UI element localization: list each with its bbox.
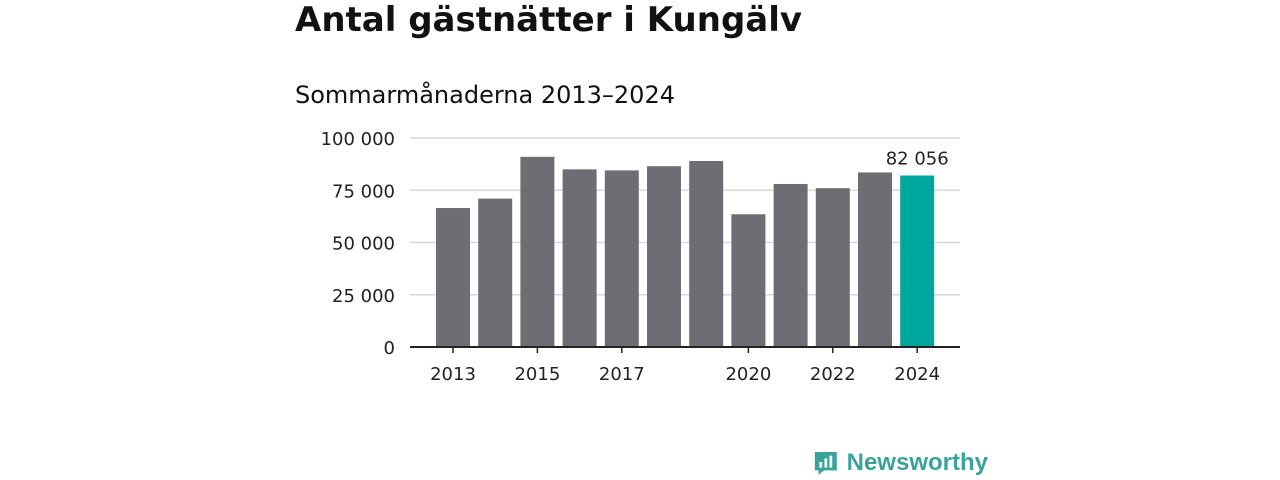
- x-tick-label: 2020: [725, 364, 771, 385]
- y-tick-label: 25 000: [332, 286, 395, 307]
- bar-2017: [604, 170, 639, 347]
- y-tick-label: 50 000: [332, 234, 395, 255]
- bar-2024: [900, 175, 935, 347]
- y-tick-label: 100 000: [321, 129, 395, 150]
- bar-2020: [731, 214, 766, 347]
- x-tick-label: 2015: [514, 364, 560, 385]
- y-tick-label: 0: [384, 338, 395, 359]
- x-tick-label: 2017: [599, 364, 645, 385]
- bar-2019: [689, 160, 724, 347]
- bar-2013: [436, 208, 470, 347]
- bar-2016: [562, 169, 597, 347]
- chart-subtitle: Sommarmånaderna 2013–2024: [295, 81, 675, 109]
- bar-2022: [815, 188, 850, 347]
- x-tick-label: 2022: [810, 364, 856, 385]
- data-label: 82 056: [886, 149, 949, 170]
- y-tick-label: 75 000: [332, 181, 395, 202]
- bar-2023: [858, 172, 892, 347]
- bar-2015: [520, 156, 555, 347]
- x-tick-label: 2013: [430, 364, 476, 385]
- x-tick-label: 2024: [894, 364, 940, 385]
- bar-2021: [773, 183, 808, 347]
- chart-title: Antal gästnätter i Kungälv: [295, 0, 803, 40]
- logo-text: Newsworthy: [846, 449, 988, 476]
- bar-chart-icon: [814, 452, 837, 475]
- bar-2018: [647, 166, 681, 347]
- newsworthy-logo: Newsworthy: [813, 446, 988, 480]
- bar-2014: [478, 198, 513, 347]
